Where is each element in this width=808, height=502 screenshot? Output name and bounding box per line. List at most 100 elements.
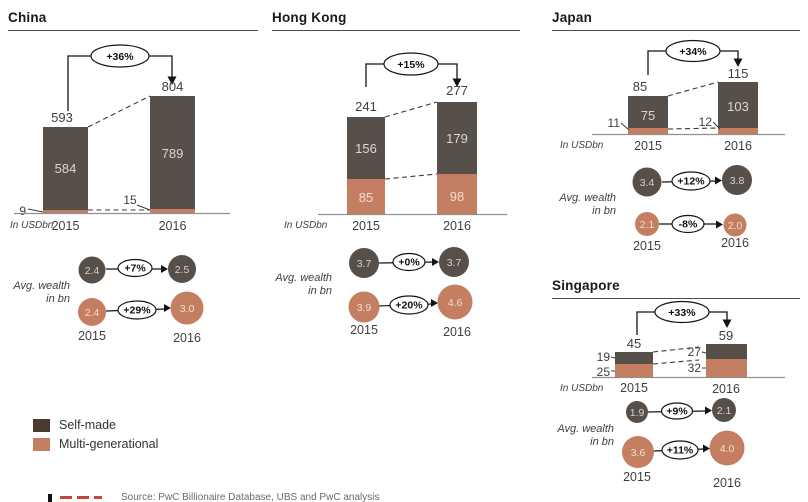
arrow-right-icon [431, 299, 438, 307]
avg-multi-gen-2015: 2.4 [85, 307, 100, 319]
avg-multi-gen-2015-bubble [348, 291, 380, 323]
growth-oval [654, 300, 710, 324]
growth-oval [383, 52, 439, 76]
avg-self-made-2016-bubble [439, 247, 469, 277]
panel-title-japan: Japan [552, 8, 800, 31]
leader-line [27, 208, 44, 213]
avg-wealth-label: Avg. wealth [274, 272, 332, 284]
avg-wealth-label-2: in bn [592, 205, 616, 217]
pwc-ubs-logo-partial [48, 493, 107, 502]
avg-multi-gen-growth: -8% [679, 219, 698, 231]
connector-top [87, 95, 151, 128]
legend-swatch-self-made [33, 418, 50, 432]
arrow-down-icon [722, 319, 732, 328]
avg-multi-gen-2015: 3.9 [357, 302, 372, 314]
unit-label: In USDbn [284, 220, 328, 231]
legend-swatch-multi-generational [33, 437, 50, 451]
connector-top [384, 101, 438, 118]
total-2015: 241 [355, 99, 377, 114]
avg-wealth-label-2: in bn [308, 285, 332, 297]
bar-multi-gen-2015 [615, 364, 653, 377]
legend-label-self-made: Self-made [59, 418, 116, 432]
avg-self-made-growth: +0% [398, 257, 420, 269]
growth-oval [665, 39, 721, 63]
avg-year-2015: 2015 [350, 323, 378, 337]
bar-self-made-2016 [706, 344, 747, 359]
arrow-right-icon [705, 406, 712, 415]
bar-self-made-2015 [628, 96, 668, 128]
value-self-made-2016: 179 [446, 131, 468, 146]
bar-multi-gen-2015 [43, 210, 88, 213]
avg-growth-oval [117, 258, 153, 278]
bar-self-made-2016 [437, 102, 477, 174]
total-2015: 593 [51, 110, 73, 125]
avg-multi-gen-2016: 4.6 [448, 297, 463, 309]
avg-year-2015: 2015 [633, 239, 661, 253]
arrow-right-icon [715, 176, 722, 185]
avg-wealth-label: Avg. wealth [12, 280, 70, 292]
year-2015: 2015 [352, 219, 380, 233]
arrow-right-icon [703, 444, 710, 453]
connector-top [667, 81, 719, 97]
avg-multi-gen-2016-bubble [170, 291, 204, 325]
growth-oval [90, 44, 150, 68]
legend-item-multi-generational: Multi-generational [33, 437, 158, 451]
bar-multi-gen-2016 [437, 174, 477, 214]
value-self-made-2016: 789 [162, 146, 184, 161]
avg-multi-gen-2016-bubble [709, 430, 745, 466]
value-multi-gen-2016: 12 [699, 115, 713, 129]
chart-hong-kong: +15% 241 277 156 85 179 98 In USDbn 2015… [274, 52, 507, 339]
connector-top [652, 346, 700, 353]
connector-mid [652, 359, 700, 365]
legend-item-self-made: Self-made [33, 418, 158, 432]
value-multi-gen-2016: 98 [450, 189, 464, 204]
value-multi-gen-2015: 11 [608, 116, 621, 130]
value-self-made-2016: 27 [688, 345, 702, 359]
avg-growth-oval [660, 402, 694, 420]
bar-self-made-2016 [150, 96, 195, 209]
avg-wealth-label: Avg. wealth [556, 423, 614, 435]
bar-multi-gen-2016 [718, 128, 758, 134]
panel-title-china: China [8, 8, 258, 31]
avg-self-made-2015: 2.4 [85, 265, 100, 277]
avg-self-made-2015: 1.9 [630, 407, 645, 419]
chart-china: +36% 593 804 584 789 9 15 In USDbn 2015 … [10, 44, 230, 345]
leader-line [136, 204, 151, 211]
avg-growth-oval [671, 214, 705, 234]
growth-label: +33% [668, 307, 696, 319]
year-2016: 2016 [712, 382, 740, 396]
total-2016: 804 [162, 79, 184, 94]
panel-title-singapore: Singapore [552, 276, 800, 299]
source-footer: Source: PwC Billionaire Database, UBS an… [48, 492, 379, 502]
year-2016: 2016 [443, 219, 471, 233]
avg-self-made-growth: +7% [124, 263, 146, 275]
avg-self-made-2016: 3.8 [730, 175, 745, 187]
avg-self-made-2015: 3.7 [357, 258, 372, 270]
avg-multi-gen-2015-bubble [78, 298, 106, 326]
avg-multi-gen-2015: 2.1 [640, 219, 655, 231]
total-2015: 85 [633, 79, 647, 94]
logo-mark-icon [48, 493, 52, 502]
avg-self-made-growth: +9% [666, 406, 688, 418]
bar-multi-gen-2016 [706, 359, 747, 377]
avg-self-made-2016: 2.5 [175, 264, 190, 276]
avg-self-made-2016: 2.1 [717, 405, 732, 417]
avg-multi-gen-2016: 4.0 [720, 443, 735, 455]
panel-hong-kong: Hong Kong +15% 241 277 156 85 179 98 In … [272, 8, 520, 347]
year-2016: 2016 [724, 139, 752, 153]
avg-multi-gen-growth: +11% [667, 445, 694, 457]
avg-multi-gen-2016-bubble [723, 213, 747, 237]
leader-line [610, 356, 616, 359]
arrow-right-icon [161, 265, 168, 273]
arrow-right-icon [432, 258, 439, 266]
growth-label: +15% [397, 59, 425, 71]
bar-multi-gen-2015 [347, 179, 385, 214]
growth-label: +36% [106, 51, 134, 63]
avg-self-made-2015-bubble [78, 256, 106, 284]
year-2015: 2015 [620, 381, 648, 395]
avg-wealth-label-2: in bn [590, 436, 614, 448]
avg-self-made-2016-bubble [168, 255, 196, 283]
value-self-made-2015: 584 [55, 161, 77, 176]
total-2016: 277 [446, 83, 468, 98]
avg-self-made-2016-bubble [712, 398, 736, 422]
